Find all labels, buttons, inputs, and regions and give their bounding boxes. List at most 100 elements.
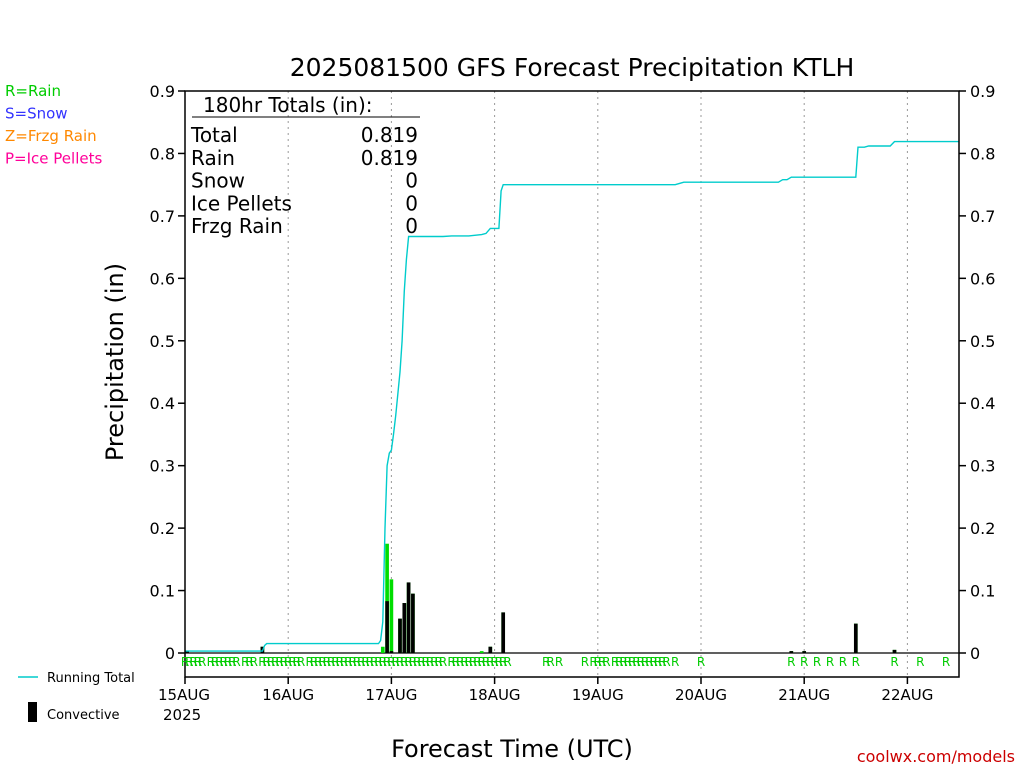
totals-row-label: Total	[190, 123, 238, 147]
precip-type-mark: R	[366, 655, 374, 669]
convective-bars	[185, 582, 897, 653]
y-tick-label-left: 0.3	[150, 457, 175, 476]
legend-running-total: Running Total	[47, 671, 135, 686]
x-tick-label: 20AUG	[675, 686, 727, 704]
precip-bar	[389, 579, 394, 653]
precip-type-mark: R	[228, 655, 236, 669]
y-axis-label: Precipitation (in)	[101, 263, 129, 461]
totals-header: 180hr Totals (in):	[203, 93, 373, 117]
convective-bar	[501, 612, 506, 653]
precip-type-mark: R	[452, 655, 460, 669]
y-tick-label-left: 0	[165, 644, 175, 663]
precip-type-mark: R	[275, 655, 283, 669]
convective-bar	[185, 651, 189, 653]
precip-type-mark: R	[852, 655, 860, 669]
precip-type-mark: R	[482, 655, 490, 669]
totals-row-value: 0.819	[361, 146, 418, 170]
precip-type-mark: R	[430, 655, 438, 669]
precip-type-mark: R	[800, 655, 808, 669]
chart-title: 2025081500 GFS Forecast Precipitation KT…	[290, 53, 855, 82]
precip-type-mark: R	[615, 655, 623, 669]
precip-type-mark: R	[490, 655, 498, 669]
precip-type-mark: R	[542, 655, 550, 669]
series-legend: Running Total Convective	[18, 671, 135, 723]
precip-type-mark: R	[942, 655, 950, 669]
x-axis: 15AUG 16AUG 17AUG 18AUG 19AUG 20AUG 21AUG 22AUG…	[158, 677, 933, 724]
totals-row-value: 0.819	[361, 123, 418, 147]
precip-type-mark: R	[392, 655, 400, 669]
precip-type-mark: R	[469, 655, 477, 669]
precip-type-mark: R	[379, 655, 387, 669]
precip-type-mark: R	[258, 655, 266, 669]
precip-type-mark: R	[581, 655, 589, 669]
precip-bar	[385, 543, 389, 653]
totals-row-value: 0	[405, 191, 418, 215]
totals-row-label: Ice Pellets	[191, 191, 292, 215]
precip-type-mark: R	[478, 655, 486, 669]
precip-type-mark: R	[486, 655, 494, 669]
credit-text: coolwx.com/models	[857, 747, 1015, 766]
precip-type-mark: R	[400, 655, 408, 669]
precip-type-mark: R	[370, 655, 378, 669]
precip-type-mark: R	[435, 655, 443, 669]
precip-type-mark: R	[361, 655, 369, 669]
y-axis-left: 0 0.1 0.2 0.3 0.4 0.5 0.6 0.7 0.8 0.9	[150, 82, 185, 663]
precip-type-mark: R	[383, 655, 391, 669]
precip-type-mark: R	[422, 655, 430, 669]
precip-type-mark: R	[787, 655, 795, 669]
precip-type-mark: R	[611, 655, 619, 669]
running-total-path	[185, 140, 959, 652]
precip-type-legend-item: P=Ice Pellets	[5, 150, 102, 168]
y-tick-label-right: 0.2	[970, 519, 995, 538]
convective-bar	[802, 651, 807, 653]
plot-frame	[184, 90, 960, 678]
precip-type-mark: R	[211, 655, 219, 669]
precip-type-mark: R	[417, 655, 425, 669]
x-tick-label: 16AUG	[262, 686, 314, 704]
precip-bar	[479, 651, 484, 653]
convective-bar	[406, 582, 411, 653]
x-axis-label: Forecast Time (UTC)	[391, 735, 633, 763]
y-tick-label-right: 0.7	[970, 207, 995, 226]
precip-type-mark: R	[662, 655, 670, 669]
y-tick-label-right: 0	[970, 644, 980, 663]
y-tick-label-right: 0.5	[970, 332, 995, 351]
precip-type-mark: R	[280, 655, 288, 669]
precip-bars	[185, 543, 897, 653]
y-tick-label-left: 0.2	[150, 519, 175, 538]
precip-type-mark: R	[826, 655, 834, 669]
y-tick-label-left: 0.8	[150, 144, 175, 163]
y-tick-label-right: 0.9	[970, 82, 995, 101]
totals-row-value: 0	[405, 169, 418, 193]
precip-type-mark: R	[619, 655, 627, 669]
running-total-line	[185, 140, 959, 652]
convective-bar	[488, 646, 493, 653]
precip-type-mark: R	[654, 655, 662, 669]
precip-type-mark: R	[284, 655, 292, 669]
precip-type-mark: R	[263, 655, 271, 669]
precip-type-legend: R=Rain S=Snow Z=Frzg Rain P=Ice Pellets	[5, 82, 102, 168]
convective-bar	[892, 649, 897, 653]
totals-row-label: Snow	[191, 169, 245, 193]
precip-type-mark: R	[314, 655, 322, 669]
precip-type-mark: R	[637, 655, 645, 669]
precip-type-mark: R	[456, 655, 464, 669]
precip-type-mark: R	[194, 655, 202, 669]
precip-type-mark: R	[327, 655, 335, 669]
y-tick-label-left: 0.5	[150, 332, 175, 351]
y-tick-label-right: 0.4	[970, 394, 995, 413]
precip-type-mark: R	[628, 655, 636, 669]
precip-type-legend-item: R=Rain	[5, 82, 61, 100]
precip-type-mark: R	[336, 655, 344, 669]
precip-type-mark: R	[697, 655, 705, 669]
precip-type-mark: R	[357, 655, 365, 669]
precip-type-mark: R	[207, 655, 215, 669]
x-tick-label: 19AUG	[572, 686, 624, 704]
precip-type-mark: R	[310, 655, 318, 669]
precip-type-mark: R	[331, 655, 339, 669]
precip-type-mark: R	[916, 655, 924, 669]
convective-bar	[402, 603, 407, 653]
precip-type-mark: R	[413, 655, 421, 669]
y-tick-label-left: 0.1	[150, 582, 175, 601]
